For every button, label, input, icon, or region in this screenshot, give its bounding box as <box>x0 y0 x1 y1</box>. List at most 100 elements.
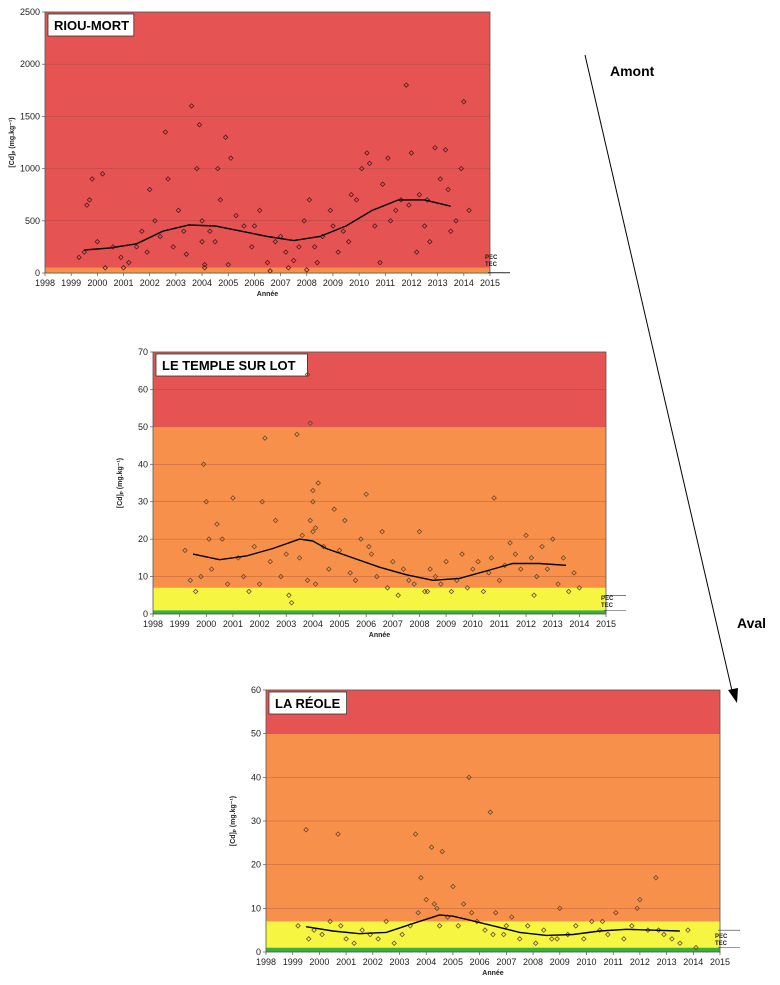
x-axis-label: Année <box>257 291 279 298</box>
data-point <box>548 936 555 942</box>
data-point <box>304 371 311 378</box>
data-point <box>490 931 496 938</box>
data-point <box>214 165 221 172</box>
data-point <box>272 517 279 524</box>
data-point <box>485 570 492 576</box>
data-point <box>487 809 494 816</box>
data-point <box>327 207 334 214</box>
data-point <box>621 936 627 942</box>
data-point <box>364 150 370 156</box>
data-point <box>423 896 430 903</box>
chart-3: 0 10 20 30 40 50 60 1998 1999 2000 2001 2002 2003 200… <box>230 685 740 977</box>
data-point <box>507 540 513 546</box>
x-tick-label: 2002 <box>363 957 383 967</box>
data-point <box>447 228 454 235</box>
data-point <box>571 570 577 576</box>
data-point <box>655 927 662 933</box>
upstream-label: Amont <box>610 63 655 79</box>
data-point <box>278 573 284 580</box>
data-point <box>125 259 132 266</box>
data-point <box>524 923 531 929</box>
data-point <box>517 566 524 572</box>
data-point <box>693 944 699 951</box>
data-point <box>139 228 145 235</box>
data-point <box>348 191 355 198</box>
data-point <box>466 207 472 214</box>
data-point <box>416 528 423 535</box>
data-point <box>187 577 194 584</box>
x-axis-label: Année <box>482 970 504 977</box>
data-point <box>377 259 383 266</box>
data-point <box>312 525 319 531</box>
x-tick-label: 2000 <box>309 957 329 967</box>
zone-band <box>153 426 606 588</box>
data-point <box>192 588 199 595</box>
data-point <box>207 228 213 235</box>
x-tick-label: 2007 <box>271 278 291 288</box>
data-point <box>208 566 215 572</box>
x-tick-label: 2001 <box>336 957 356 967</box>
y-tick-label: 10 <box>138 572 148 582</box>
data-point <box>445 186 451 193</box>
chart-2: 0 10 20 30 40 50 60 70 1998 1999 2000 2001 2002 2003 2… <box>117 347 626 639</box>
y-tick-label: 500 <box>25 216 40 226</box>
data-point <box>669 936 675 942</box>
x-tick-label: 1999 <box>170 619 190 629</box>
data-point <box>391 940 397 947</box>
x-tick-label: 2008 <box>409 619 429 629</box>
data-point <box>262 435 268 441</box>
data-point <box>310 528 316 535</box>
data-point <box>508 914 515 920</box>
data-point <box>581 936 587 942</box>
data-point <box>634 905 640 912</box>
x-tick-label: 2009 <box>323 278 343 288</box>
data-point <box>439 848 446 855</box>
x-axis-label: Année <box>369 632 391 639</box>
flow-arrow <box>584 54 734 696</box>
data-point <box>225 261 232 268</box>
data-point <box>503 923 510 929</box>
y-tick-label: 20 <box>138 534 148 544</box>
data-point <box>99 171 106 177</box>
data-point <box>629 923 635 929</box>
data-point <box>256 207 263 214</box>
data-point <box>272 238 279 245</box>
data-point <box>118 254 124 261</box>
x-tick-label: 2003 <box>390 957 410 967</box>
x-tick-label: 2013 <box>428 278 448 288</box>
data-point <box>110 244 116 250</box>
x-tick-label: 2013 <box>543 619 563 629</box>
data-point <box>500 931 507 938</box>
data-point <box>523 532 529 539</box>
data-point <box>327 918 333 925</box>
data-point <box>539 543 545 550</box>
data-point <box>86 197 93 203</box>
data-point <box>368 551 375 557</box>
x-tick-label: 2006 <box>356 619 376 629</box>
data-point <box>387 218 394 224</box>
data-point <box>395 592 401 599</box>
data-point <box>212 238 218 245</box>
x-tick-label: 1998 <box>256 957 276 967</box>
data-point <box>296 244 302 250</box>
data-point <box>283 249 289 255</box>
data-point <box>661 931 667 938</box>
data-point <box>374 573 380 580</box>
x-tick-label: 2010 <box>576 957 596 967</box>
data-point <box>532 940 539 947</box>
x-tick-label: 2003 <box>276 619 296 629</box>
x-tick-label: 2000 <box>87 278 107 288</box>
data-point <box>480 588 487 595</box>
x-tick-label: 2008 <box>523 957 543 967</box>
data-point <box>359 927 365 933</box>
data-point <box>144 249 150 255</box>
x-tick-label: 2004 <box>192 278 212 288</box>
data-point <box>303 826 309 833</box>
data-point <box>589 918 595 925</box>
x-tick-label: 2001 <box>223 619 243 629</box>
data-point <box>438 581 444 587</box>
x-tick-label: 2012 <box>630 957 650 967</box>
data-point <box>637 896 643 903</box>
x-tick-label: 2000 <box>196 619 216 629</box>
data-point <box>76 254 82 261</box>
